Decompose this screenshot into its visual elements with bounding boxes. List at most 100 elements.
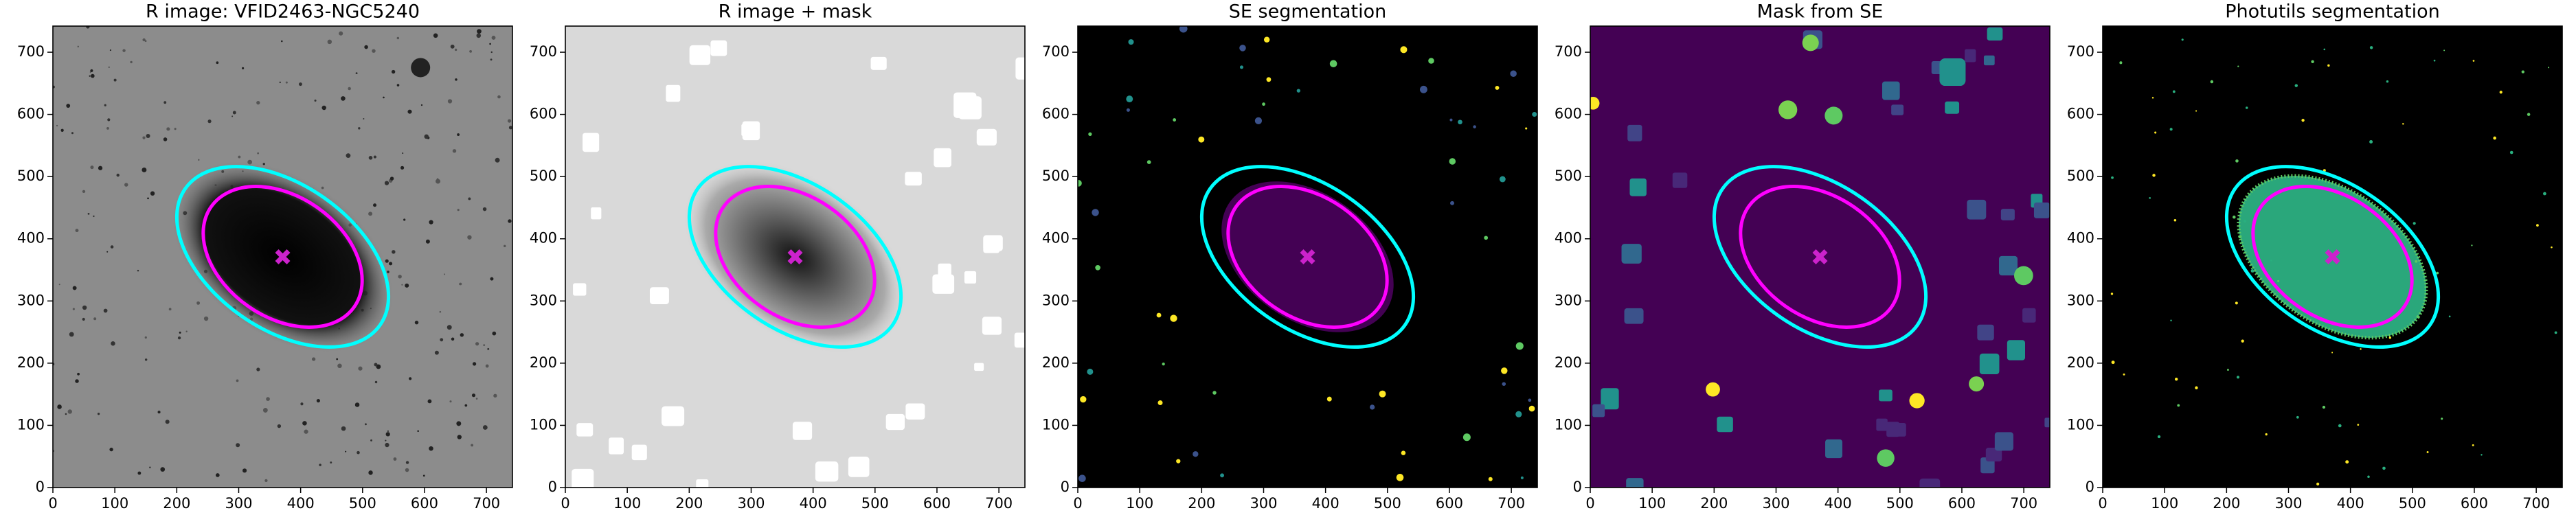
source	[142, 136, 146, 139]
source	[1266, 77, 1272, 82]
source	[262, 407, 268, 413]
mask-region	[905, 403, 925, 420]
y-tick-label: 0	[1573, 479, 1582, 495]
mask-region	[1014, 332, 1025, 348]
mask-region	[666, 84, 681, 102]
source	[1590, 96, 1600, 110]
source	[341, 96, 346, 101]
source	[2382, 466, 2386, 470]
source	[1802, 34, 1819, 52]
mask-region	[591, 207, 602, 220]
center-marker	[1300, 249, 1315, 264]
source	[2170, 319, 2172, 322]
source	[160, 467, 166, 472]
source	[2327, 64, 2330, 67]
source	[1909, 393, 1925, 409]
source	[2338, 424, 2342, 428]
source	[232, 111, 236, 115]
x-tick-label: 0	[1073, 495, 1082, 512]
source	[429, 220, 433, 225]
panel-title: SE segmentation	[1229, 1, 1386, 23]
y-tick-label: 600	[1042, 106, 1070, 122]
source	[314, 100, 317, 102]
source	[1379, 390, 1386, 398]
source	[1515, 342, 1524, 350]
source	[82, 317, 85, 321]
source	[425, 239, 430, 244]
aperture-ellipse	[714, 185, 877, 329]
source	[402, 152, 404, 154]
panel-title: Photutils segmentation	[2225, 1, 2440, 23]
source	[264, 479, 268, 483]
center-marker	[1812, 249, 1828, 264]
source	[492, 331, 497, 336]
source	[2157, 435, 2161, 439]
source	[464, 404, 468, 407]
x-tick-label: 600	[411, 495, 438, 512]
source	[109, 447, 113, 452]
mask-region	[576, 423, 594, 437]
source	[82, 190, 86, 194]
source	[384, 181, 389, 185]
source	[405, 283, 409, 288]
source	[2173, 218, 2177, 222]
mask-region	[1977, 324, 1994, 341]
mask-region	[1629, 178, 1647, 196]
source	[2360, 348, 2362, 350]
source	[1449, 118, 1453, 122]
source	[2472, 60, 2475, 62]
y-tick-label: 200	[530, 354, 557, 371]
source	[257, 152, 260, 154]
source	[150, 191, 155, 196]
x-tick-label: 200	[1700, 495, 1728, 512]
source	[242, 468, 247, 473]
mask-region	[1985, 448, 2002, 461]
source	[1326, 396, 1332, 402]
x-tick-label: 0	[561, 495, 569, 512]
source	[364, 423, 367, 426]
source	[392, 250, 396, 254]
source	[2481, 454, 2483, 456]
x-tick-label: 100	[613, 495, 641, 512]
mask-region	[1015, 57, 1025, 80]
mask-region	[1621, 244, 1642, 264]
source	[2111, 360, 2115, 365]
source	[142, 38, 146, 42]
source	[311, 357, 316, 361]
source	[391, 69, 396, 74]
source	[345, 450, 347, 453]
source	[1156, 312, 1162, 318]
axes-frame	[1077, 25, 1538, 488]
source	[457, 133, 460, 136]
source	[368, 470, 373, 475]
source	[2235, 301, 2238, 305]
y-tick-label: 700	[530, 43, 557, 60]
source	[467, 235, 472, 240]
mask-region	[1672, 172, 1688, 188]
y-tick-label: 600	[17, 106, 45, 122]
mask-region	[572, 468, 594, 488]
x-tick-label: 200	[675, 495, 703, 512]
source	[2443, 49, 2445, 52]
source	[1198, 136, 1205, 143]
mask-region	[1999, 255, 2018, 276]
source	[113, 78, 117, 82]
source	[1157, 400, 1163, 406]
source	[429, 446, 433, 451]
mask-region	[964, 271, 977, 284]
source	[2415, 260, 2418, 263]
source	[67, 409, 72, 414]
source	[1462, 433, 1471, 442]
y-tick-label: 200	[1042, 354, 1070, 371]
source	[327, 39, 332, 45]
source	[447, 325, 452, 330]
source	[2543, 192, 2546, 196]
source	[374, 363, 378, 367]
source	[2493, 136, 2496, 140]
source	[508, 219, 512, 223]
source	[2154, 131, 2157, 134]
source	[109, 49, 111, 52]
source	[2013, 266, 2033, 286]
x-tick-label: 500	[1886, 495, 1914, 512]
